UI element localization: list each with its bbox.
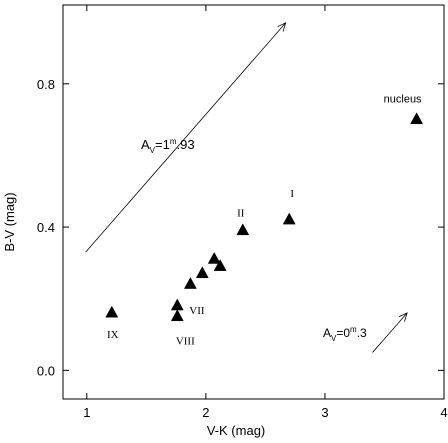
data-point-ix — [105, 305, 119, 318]
x-tick-label: 1 — [83, 405, 90, 420]
x-tick-label: 4 — [440, 405, 447, 420]
data-point — [213, 259, 227, 271]
y-tick-label: 0.4 — [37, 220, 55, 235]
point-label-ii: II — [237, 208, 245, 220]
point-label-ix: IX — [107, 329, 119, 341]
arrow-head-icon — [277, 22, 287, 32]
plot-frame — [62, 4, 445, 400]
extinction-vectors: AV=1m.93 AV=0m.3 — [85, 22, 408, 353]
data-point-ii — [236, 223, 250, 236]
data-point — [183, 277, 197, 289]
x-tick-label: 2 — [202, 405, 209, 420]
point-label-vii: VII — [189, 305, 205, 317]
extinction-vector-label: AV=0m.3 — [323, 325, 367, 343]
data-point — [207, 251, 221, 264]
axis-ticks: 1 2 3 4 0.0 0.4 0.8 — [37, 5, 448, 420]
y-tick-label: 0.8 — [37, 77, 55, 92]
data-point-viii — [170, 309, 184, 322]
arrow-head-icon — [398, 312, 408, 322]
extinction-vector-label: AV=1m.93 — [141, 137, 195, 155]
data-point-nucleus — [410, 112, 424, 125]
data-point-vii — [170, 298, 184, 311]
x-axis-label: V-K (mag) — [207, 423, 266, 438]
y-axis-label: B-V (mag) — [2, 192, 17, 251]
extinction-vector-line — [372, 312, 408, 353]
data-point-i — [282, 212, 296, 225]
y-tick-label: 0.0 — [37, 363, 55, 378]
point-label-i: I — [290, 188, 294, 200]
extinction-vector-line — [85, 22, 286, 253]
point-label-viii: VIII — [176, 336, 195, 348]
point-label-nucleus: nucleus — [384, 94, 422, 106]
data-point — [195, 266, 209, 279]
x-tick-label: 3 — [321, 405, 328, 420]
